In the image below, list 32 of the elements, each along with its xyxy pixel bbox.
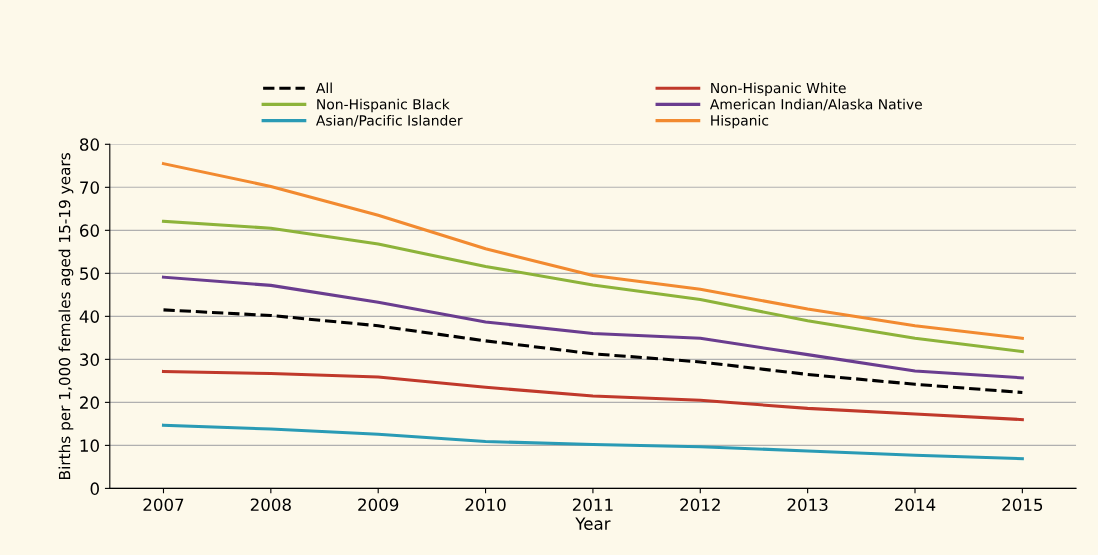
x-tick-label: 2011 [572,498,613,512]
x-tick-label: 2013 [787,498,828,512]
x-tick-label: 2015 [1002,498,1043,512]
y-tick-label: 60 [80,224,99,237]
x-tick-label: 2007 [143,498,184,512]
y-tick-label: 80 [80,138,99,151]
y-tick-label: 30 [80,353,99,366]
x-tick-label: 2014 [895,498,936,512]
y-tick-label: 0 [90,482,99,495]
legend-label: Non-Hispanic White [711,82,846,96]
x-tick-label: 2010 [465,498,506,512]
legend-label: American Indian/Alaska Native [709,98,922,111]
legend-label: Hispanic [711,114,769,129]
line-series [161,308,1024,395]
y-tick-label: 10 [80,439,99,452]
legend-label: Asian/Pacific Islander [316,114,463,127]
x-tick-label: 2008 [250,498,291,512]
y-tick-label: 20 [80,396,99,409]
x-tick-label: 2012 [680,498,720,512]
line-series [161,162,1024,340]
legend-label: All [316,82,332,94]
y-axis-title: Births per 1,000 females aged 15-19 years [58,153,74,479]
y-tick-label: 40 [79,310,99,323]
legend-label: Non-Hispanic Black [317,98,450,113]
line-series [161,275,1024,380]
line-series [161,423,1024,461]
y-tick-label: 70 [80,181,99,194]
y-tick-label: 50 [80,267,99,280]
x-tick-label: 2009 [358,498,399,512]
x-axis-title: Year [575,517,611,530]
line-series [161,369,1024,422]
line-series [161,219,1024,354]
